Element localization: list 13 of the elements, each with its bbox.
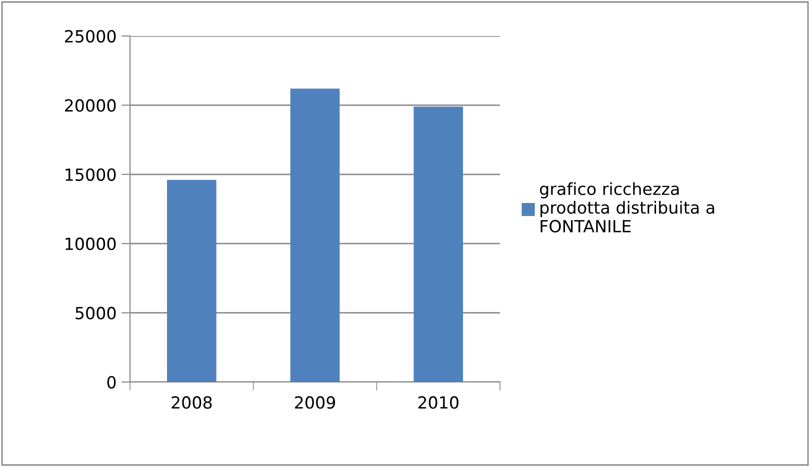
bar <box>167 180 216 382</box>
y-tick-label: 0 <box>107 376 116 389</box>
x-tick-label: 2008 <box>172 396 212 409</box>
x-tick-label: 2010 <box>418 396 458 409</box>
y-tick-label: 15000 <box>66 168 116 181</box>
bar <box>414 106 463 382</box>
y-tick-label: 20000 <box>65 99 116 112</box>
legend-label: grafico ricchezza prodotta distribuita a FONTANILE <box>540 182 714 232</box>
x-tick-label: 2009 <box>295 396 336 409</box>
bar <box>290 88 340 382</box>
y-tick-label: 25000 <box>65 30 116 43</box>
y-tick-label: 10000 <box>66 238 116 250</box>
y-tick-label: 5000 <box>76 306 116 320</box>
